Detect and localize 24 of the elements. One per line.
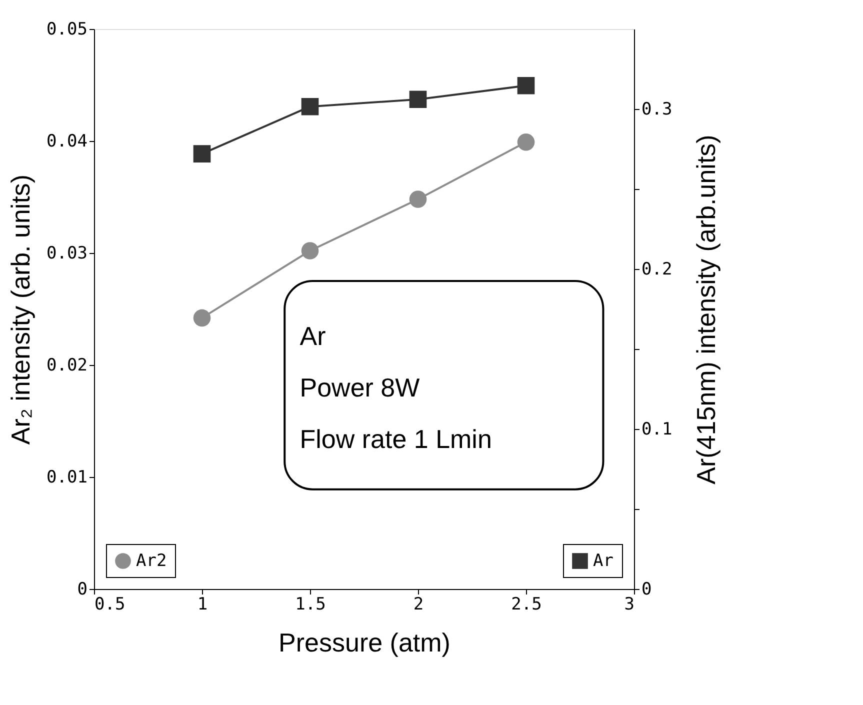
annotation: Ar xyxy=(300,321,326,351)
y-tick-label: 0.02 xyxy=(46,356,88,376)
y-tick-label: 0.01 xyxy=(46,468,88,488)
y2-tick-label: 0 xyxy=(642,580,652,600)
legend-label: Ar xyxy=(593,551,614,571)
x-tick-label: 2.5 xyxy=(511,594,542,614)
annotation: Flow rate 1 Lmin xyxy=(300,424,492,454)
x-tick-label: 0.5 xyxy=(94,594,126,614)
y-tick-label: 0.05 xyxy=(46,20,88,40)
y2-tick-label: 0.3 xyxy=(642,100,672,120)
x-tick-label: 3 xyxy=(624,594,634,614)
x-tick-label: 1.5 xyxy=(295,594,326,614)
y-tick-label: 0 xyxy=(77,580,88,600)
y2-tick-label: 0.2 xyxy=(642,260,672,280)
annotation: Power 8W xyxy=(300,372,420,403)
x-tick-label: 1 xyxy=(197,594,208,614)
x-axis-title: Pressure (atm) xyxy=(278,628,450,658)
y-tick-label: 0.04 xyxy=(46,132,88,152)
y2-tick-label: 0.1 xyxy=(642,420,672,440)
y2-axis-title: Ar(415nm) intensity (arb.units) xyxy=(691,134,722,484)
y-axis-title: Ar₂ intensity (arb. units) xyxy=(6,174,36,445)
x-tick-label: 2 xyxy=(413,594,424,614)
legend-label: Ar2 xyxy=(136,551,167,571)
y-tick-label: 0.03 xyxy=(46,244,88,264)
